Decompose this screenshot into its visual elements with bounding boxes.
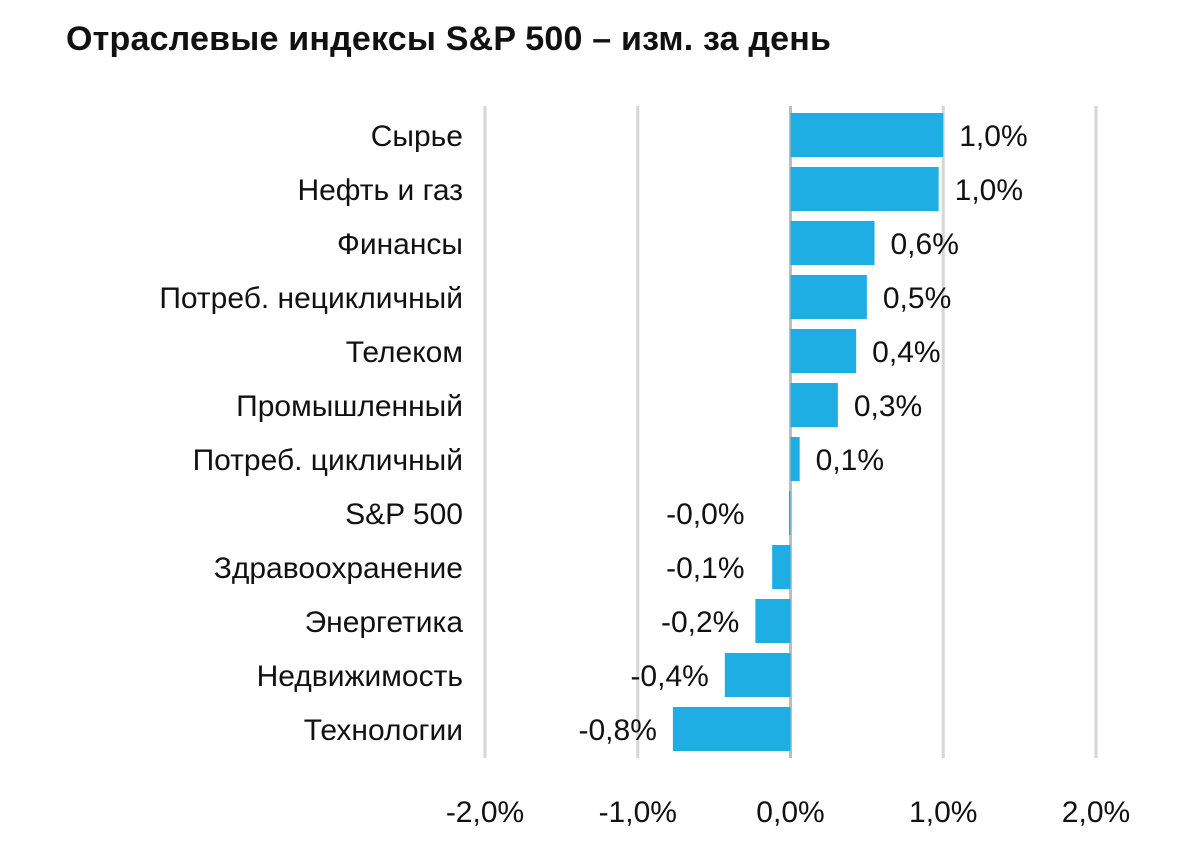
grid-lines [483,106,1098,758]
bar-потреб-нецикличный [790,275,867,319]
bar-недвижимость [724,653,791,697]
category-label: Потреб. нецикличный [159,282,463,315]
value-label: -0,0% [666,498,744,531]
value-label: -0,4% [630,660,708,693]
x-tick-label: 2,0% [1062,796,1130,829]
chart-title: Отраслевые индексы S&P 500 – изм. за ден… [66,20,832,58]
x-tick-label: 1,0% [909,796,977,829]
category-label: Телеком [346,336,463,369]
category-label: Недвижимость [257,660,463,693]
bar-телеком [790,329,857,373]
x-tick-label: 0,0% [756,796,824,829]
labels: -2,0% -1,0% 0,0% 1,0% 2,0% Сырье 1,0% Нефть и г… [159,120,1130,829]
x-tick-label: -1,0% [599,796,677,829]
x-tick-label: -2,0% [446,796,524,829]
value-label: 1,0% [955,174,1023,207]
value-label: 0,5% [883,282,951,315]
bar-промышленный [790,383,838,427]
bars [672,113,944,751]
value-label: 1,0% [959,120,1027,153]
category-label: Финансы [337,228,463,261]
bar-сырье [790,113,944,157]
bar-нефть-и-газ [790,167,939,211]
value-label: 0,4% [872,336,940,369]
value-label: -0,1% [666,552,744,585]
category-label: Нефть и газ [297,174,463,207]
category-label: Промышленный [236,390,463,423]
value-label: 0,1% [816,444,884,477]
bar-технологии [672,707,791,751]
value-label: 0,3% [854,390,922,423]
category-label: Потреб. цикличный [193,444,463,477]
bar-энергетика [755,599,791,643]
value-label: -0,2% [661,606,739,639]
value-label: -0,8% [579,714,657,747]
bar-s-p-500 [788,491,791,535]
bar-потреб-цикличный [790,437,800,481]
value-label: 0,6% [891,228,959,261]
category-label: Технологии [304,714,463,747]
category-label: Сырье [371,120,463,153]
bar-финансы [790,221,875,265]
bar-здравоохранение [772,545,791,589]
category-label: Энергетика [305,606,464,639]
category-label: Здравоохранение [214,552,463,585]
category-label: S&P 500 [345,498,463,531]
